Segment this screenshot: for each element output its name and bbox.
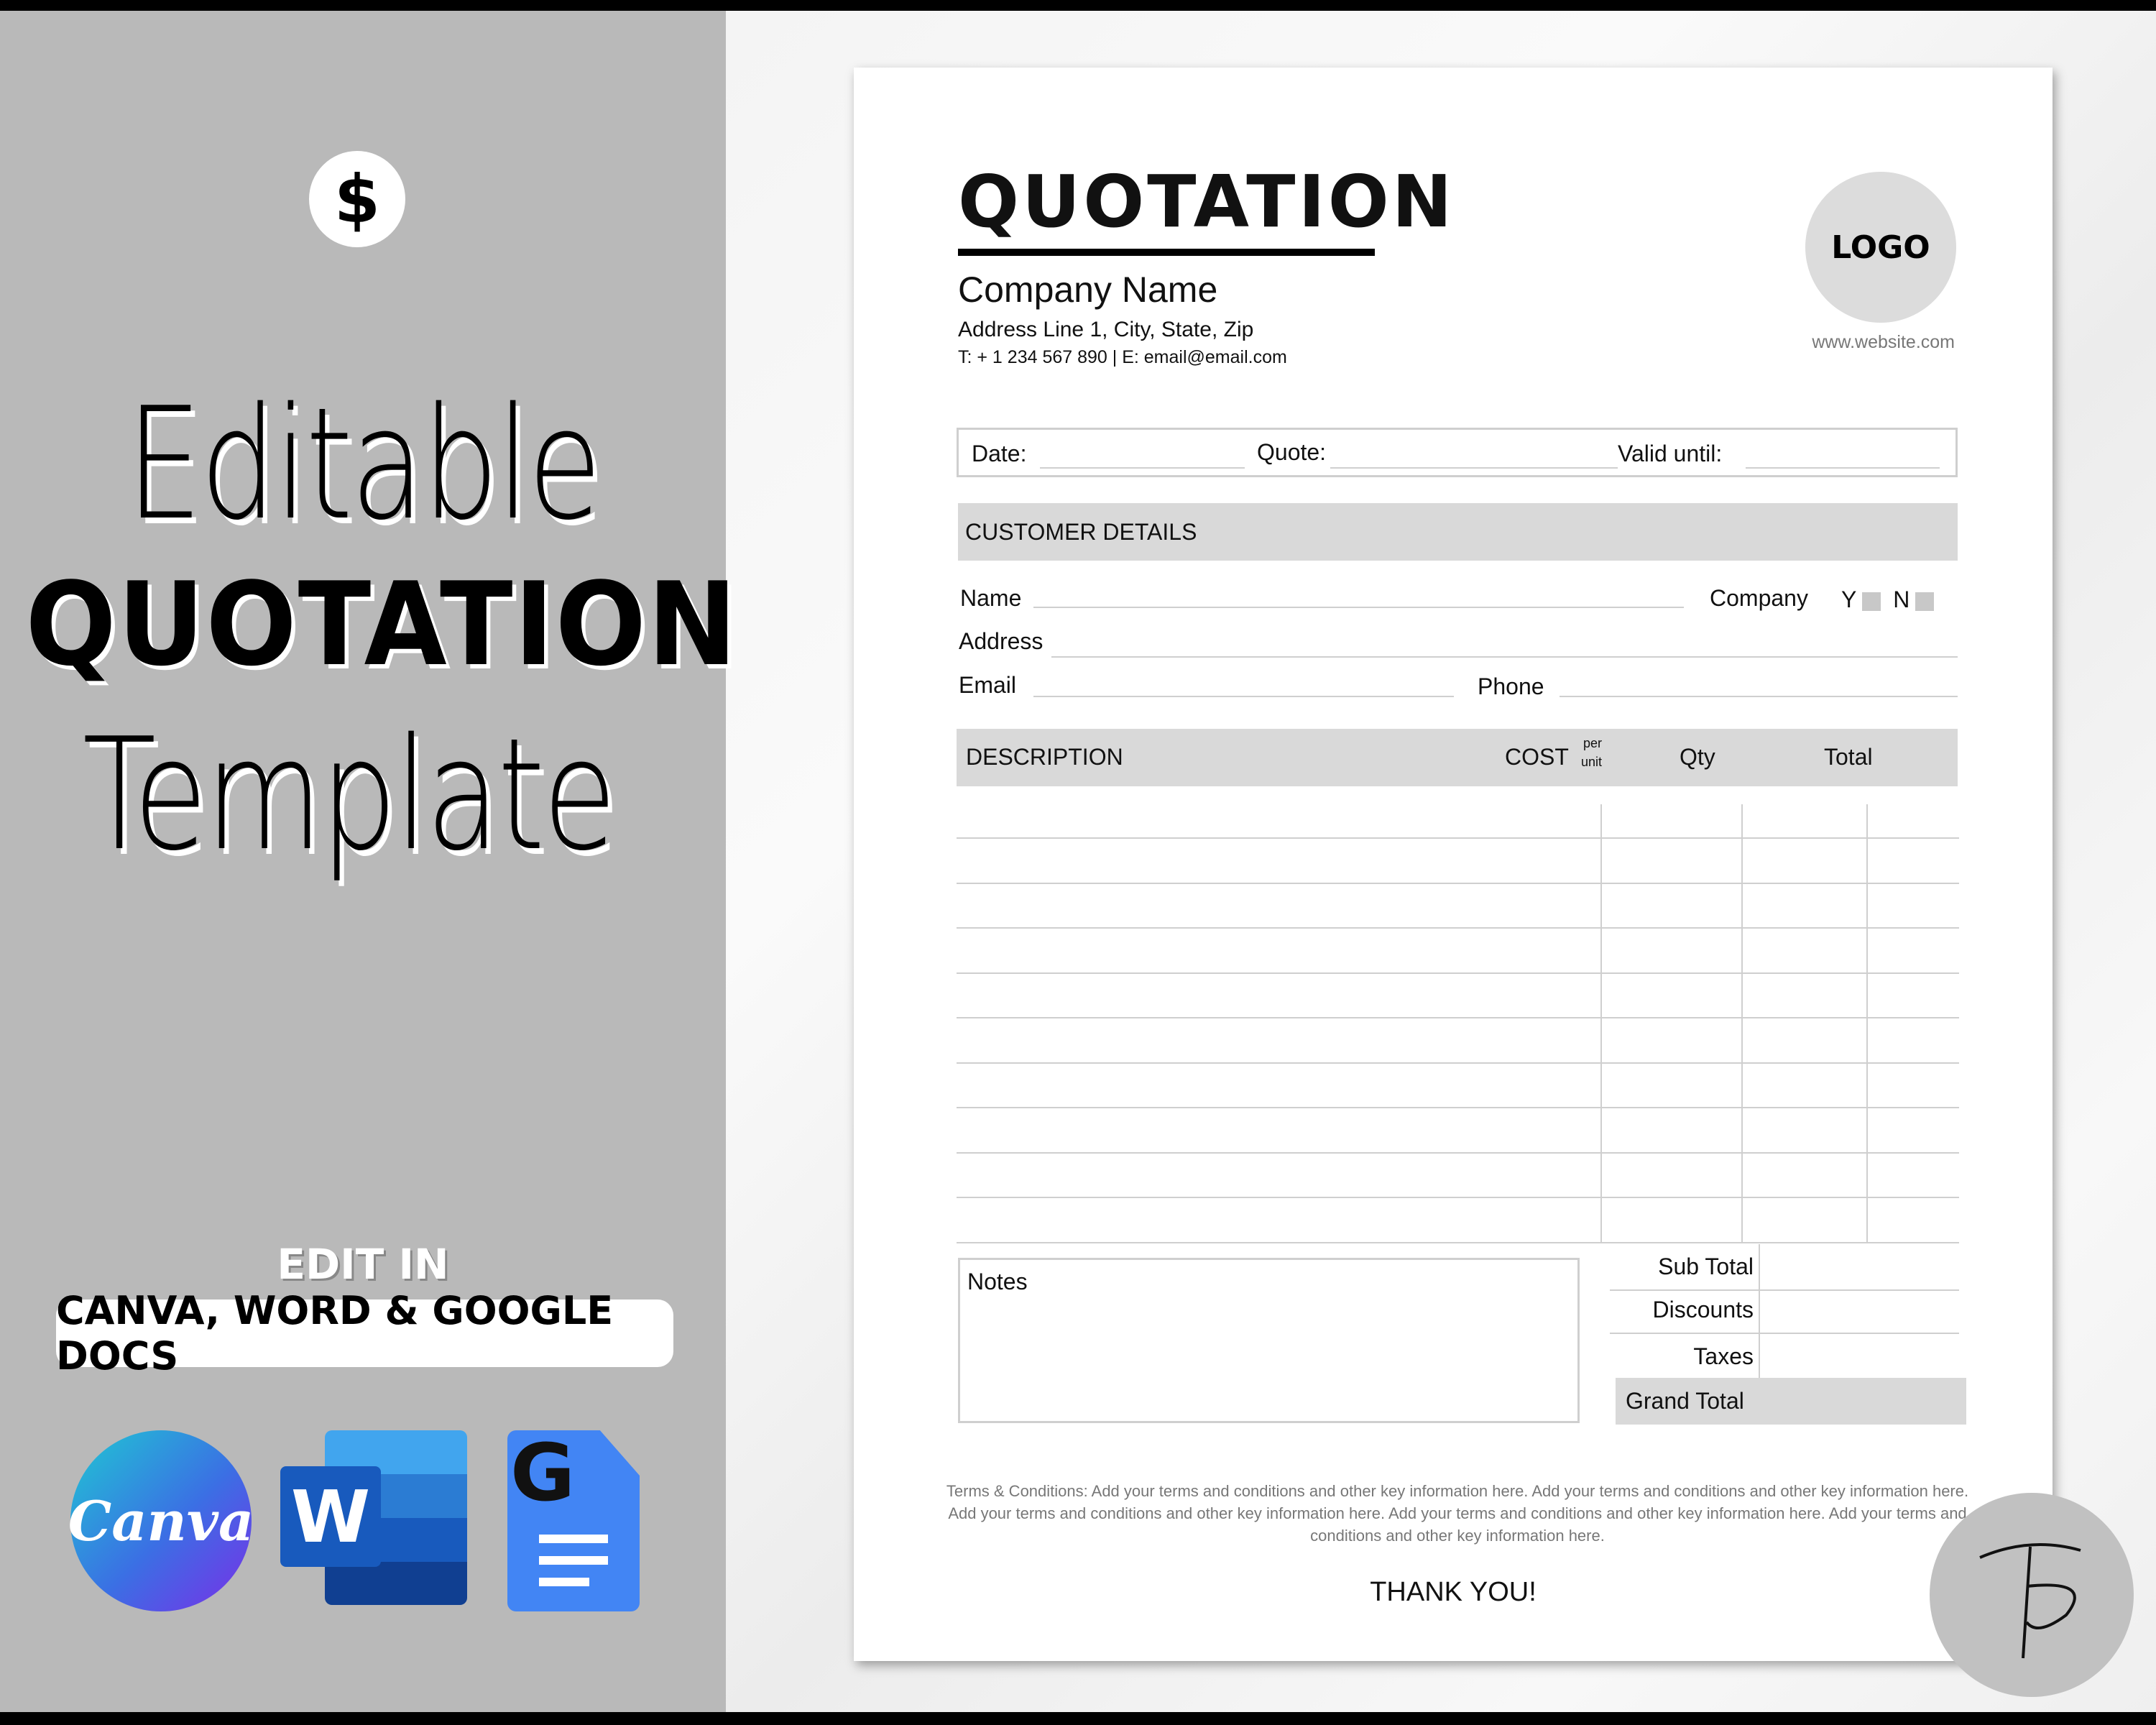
table-column-divider: [1600, 804, 1602, 1243]
column-description: DESCRIPTION: [966, 744, 1123, 770]
table-row[interactable]: [957, 1241, 1959, 1243]
column-cost: COST: [1505, 744, 1569, 770]
column-qty: Qty: [1680, 744, 1715, 770]
website: www.website.com: [1812, 332, 1955, 352]
discounts-label: Discounts: [1652, 1297, 1754, 1322]
grand-total-row: Grand Total: [1616, 1378, 1966, 1425]
quote-label: Quote:: [1257, 439, 1327, 465]
table-column-divider: [1866, 804, 1868, 1243]
promo-line-quotation: QUOTATION: [25, 557, 739, 691]
logo-label: LOGO: [1831, 229, 1930, 266]
table-row[interactable]: [957, 927, 1959, 929]
title-underline: [958, 249, 1375, 256]
company-contact: T: + 1 234 567 890 | E: email@email.com: [958, 347, 1287, 367]
email-label: Email: [959, 672, 1017, 698]
no-checkbox[interactable]: [1915, 592, 1935, 611]
dollar-icon: $: [309, 151, 405, 247]
table-row[interactable]: [957, 1062, 1959, 1064]
signature-logo: [1930, 1493, 2134, 1697]
edit-in-label: EDIT IN: [277, 1240, 449, 1289]
logo-placeholder[interactable]: LOGO: [1805, 172, 1956, 323]
subtotal-line: [1610, 1289, 1959, 1291]
microsoft-word-logo: W: [280, 1430, 467, 1605]
docs-letter: G: [510, 1427, 576, 1519]
phone-field[interactable]: [1560, 696, 1958, 697]
table-column-divider: [1741, 804, 1743, 1243]
email-field[interactable]: [1033, 696, 1454, 697]
cost-unit: unit: [1581, 755, 1603, 769]
grand-total-label: Grand Total: [1626, 1388, 1744, 1414]
address-label: Address: [959, 628, 1044, 654]
google-docs-logo: [507, 1430, 640, 1611]
name-label: Name: [960, 585, 1022, 611]
company-yes[interactable]: Y N: [1841, 586, 1940, 613]
notes-label: Notes: [967, 1269, 1028, 1294]
column-total: Total: [1824, 744, 1873, 770]
table-row[interactable]: [957, 1151, 1959, 1154]
date-label: Date:: [972, 441, 1027, 466]
table-row[interactable]: [957, 1017, 1959, 1018]
cost-per: per: [1583, 736, 1603, 750]
yes-checkbox[interactable]: [1862, 592, 1881, 611]
promo-panel: [0, 11, 726, 1712]
canva-logo: Canva: [68, 1430, 254, 1611]
quote-field[interactable]: [1330, 467, 1618, 469]
valid-until-label: Valid until:: [1618, 441, 1723, 466]
table-row[interactable]: [957, 1197, 1959, 1198]
customer-details-header: CUSTOMER DETAILS: [958, 503, 1958, 561]
table-row[interactable]: [957, 972, 1959, 974]
canva-text: Canva: [68, 1489, 254, 1553]
terms-and-conditions: Terms & Conditions: Add your terms and c…: [946, 1482, 1969, 1545]
address-field[interactable]: [1051, 656, 1958, 658]
document-title: QUOTATION: [958, 160, 1455, 244]
yes-label: Y: [1841, 586, 1857, 612]
discounts-line: [1610, 1333, 1959, 1334]
promo-line-editable: Editable: [126, 374, 602, 554]
name-field[interactable]: [1033, 607, 1684, 608]
subtotal-label: Sub Total: [1658, 1254, 1754, 1279]
totals-divider: [1759, 1244, 1760, 1378]
table-row[interactable]: [957, 882, 1959, 884]
signature-icon: [1979, 1543, 2081, 1659]
quote-meta-box: Date: Quote: Valid until:: [957, 428, 1958, 477]
customer-details-heading: CUSTOMER DETAILS: [965, 519, 1197, 545]
taxes-label: Taxes: [1693, 1343, 1754, 1369]
thank-you: THANK YOU!: [1370, 1577, 1537, 1607]
table-row[interactable]: [957, 837, 1959, 839]
company-name: Company Name: [958, 270, 1218, 310]
notes-box[interactable]: Notes: [958, 1258, 1580, 1423]
dollar-symbol: $: [333, 160, 380, 238]
quotation-document: QUOTATION Company Name Address Line 1, C…: [854, 68, 2053, 1661]
items-table-header: [957, 729, 1958, 786]
apps-label: CANVA, WORD & GOOGLE DOCS: [56, 1288, 673, 1379]
company-address: Address Line 1, City, State, Zip: [958, 318, 1254, 341]
company-label: Company: [1710, 585, 1808, 611]
word-letter: W: [280, 1466, 381, 1567]
promo-line-template: Template: [82, 704, 617, 885]
date-field[interactable]: [1040, 467, 1245, 469]
table-row[interactable]: [957, 1107, 1959, 1108]
no-label: N: [1893, 586, 1910, 612]
phone-label: Phone: [1478, 673, 1544, 699]
valid-until-field[interactable]: [1746, 467, 1940, 469]
